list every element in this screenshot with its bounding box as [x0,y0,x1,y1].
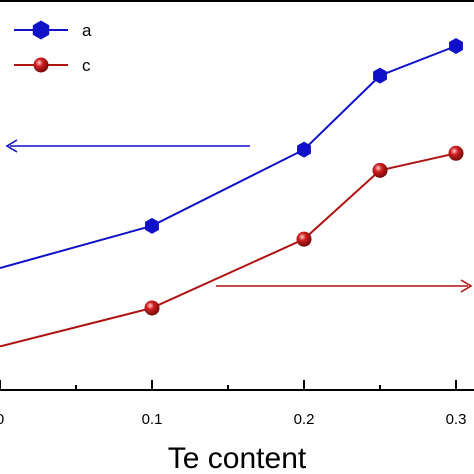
legend-label-a: a [82,21,92,40]
x-tick-label: 0.2 [294,411,315,428]
x-tick-label: 0 [0,411,4,428]
series-line-a [0,45,457,269]
series-layer [0,38,464,348]
legend: a c [14,20,92,75]
data-point-c [372,162,388,178]
data-point-a [297,141,311,158]
x-axis-title: Te content [168,442,307,474]
data-point-a [373,67,387,84]
x-tick-label: 0.1 [142,411,163,428]
data-point-c [296,231,312,247]
data-point-c [448,145,464,161]
legend-label-c: c [82,56,91,75]
data-point-a [145,217,159,234]
sphere-marker-icon [33,57,49,73]
x-tick-label: 0.3 [446,411,467,428]
left-axis-arrow [5,139,250,153]
hexagon-marker-icon [32,20,50,40]
legend-entry-c: c [14,56,91,75]
x-tick-layer: 0 0.1 0.2 0.3 [0,380,466,428]
legend-entry-a: a [14,20,92,40]
data-point-a [449,38,463,54]
data-point-c [144,300,160,316]
right-axis-arrow [216,279,473,293]
